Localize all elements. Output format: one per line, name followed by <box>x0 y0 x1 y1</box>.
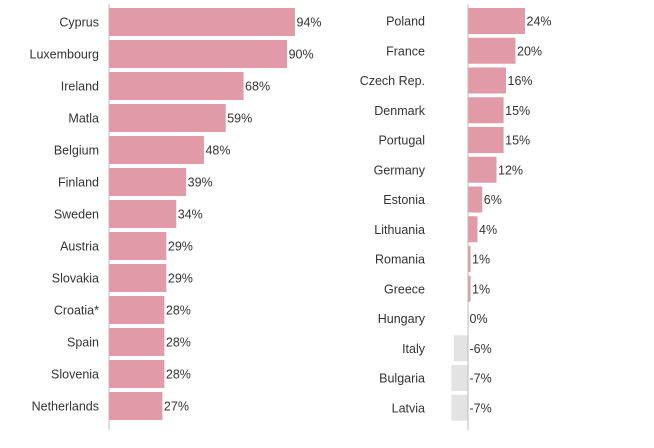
bar-slovakia <box>109 264 167 292</box>
category-label-italy: Italy <box>402 342 426 356</box>
category-label-estonia: Estonia <box>383 193 425 207</box>
bar-france <box>468 37 516 64</box>
category-label-croatia: Croatia* <box>54 304 99 318</box>
category-label-luxembourg: Luxembourg <box>30 48 100 62</box>
category-label-latvia: Latvia <box>392 401 425 415</box>
category-label-netherlands: Netherlands <box>32 400 99 414</box>
bar-cyprus <box>109 8 295 36</box>
bar-belgium <box>109 136 204 164</box>
category-label-greece: Greece <box>384 282 425 296</box>
bar-netherlands <box>109 392 163 420</box>
category-label-lithuania: Lithuania <box>374 223 425 237</box>
bar-estonia <box>468 186 483 213</box>
value-label-lithuania: 4% <box>479 223 497 237</box>
value-label-greece: 1% <box>472 282 490 296</box>
category-label-slovakia: Slovakia <box>52 272 99 286</box>
bar-bulgaria <box>451 365 468 391</box>
bar-czech-rep <box>468 67 506 94</box>
category-label-finland: Finland <box>58 176 99 190</box>
bar-greece <box>468 275 471 302</box>
category-label-poland: Poland <box>386 15 425 29</box>
category-label-cyprus: Cyprus <box>59 16 99 30</box>
left-bar-panel: Cyprus 94% Luxembourg 90% Ireland 68% Matla 59%… <box>30 4 322 430</box>
category-label-austria: Austria <box>60 240 99 254</box>
right-bar-panel: Poland 24% France 20% Czech Rep. 16% Denmark 15… <box>360 4 552 430</box>
bar-luxembourg <box>109 40 288 68</box>
value-label-czech-rep: 16% <box>508 74 533 88</box>
bar-finland <box>109 168 187 196</box>
bar-sweden <box>109 200 177 228</box>
value-label-latvia: -7% <box>470 401 492 415</box>
bar-poland <box>468 8 525 34</box>
value-label-finland: 39% <box>188 176 213 190</box>
bar-italy <box>453 335 468 362</box>
value-label-matla: 59% <box>227 112 252 126</box>
value-label-germany: 12% <box>498 163 523 177</box>
category-label-czech-rep: Czech Rep. <box>360 74 425 88</box>
bar-portugal <box>468 127 504 153</box>
value-label-slovakia: 29% <box>168 272 193 286</box>
category-label-spain: Spain <box>67 336 99 350</box>
category-label-ireland: Ireland <box>61 80 99 94</box>
value-label-belgium: 48% <box>205 144 230 158</box>
value-label-sweden: 34% <box>178 208 203 222</box>
category-label-denmark: Denmark <box>374 104 425 118</box>
category-label-slovenia: Slovenia <box>51 368 99 382</box>
category-label-belgium: Belgium <box>54 144 99 158</box>
value-label-spain: 28% <box>166 336 191 350</box>
value-label-netherlands: 27% <box>164 400 189 414</box>
value-label-italy: -6% <box>470 342 492 356</box>
value-label-cyprus: 94% <box>297 16 322 30</box>
value-label-ireland: 68% <box>245 80 270 94</box>
bar-denmark <box>468 97 504 124</box>
category-label-sweden: Sweden <box>54 208 99 222</box>
category-label-matla: Matla <box>68 112 99 126</box>
category-label-hungary: Hungary <box>378 312 426 326</box>
value-label-luxembourg: 90% <box>289 48 314 62</box>
bar-ireland <box>109 72 244 100</box>
value-label-poland: 24% <box>527 15 552 29</box>
value-label-portugal: 15% <box>505 134 530 148</box>
category-label-portugal: Portugal <box>378 134 425 148</box>
bar-matla <box>109 104 226 132</box>
bar-lithuania <box>468 216 478 243</box>
category-label-france: France <box>386 44 425 58</box>
value-label-estonia: 6% <box>484 193 502 207</box>
value-label-bulgaria: -7% <box>470 372 492 386</box>
category-label-germany: Germany <box>374 163 426 177</box>
bar-croatia <box>109 296 165 324</box>
category-label-bulgaria: Bulgaria <box>379 372 425 386</box>
value-label-denmark: 15% <box>505 104 530 118</box>
bar-slovenia <box>109 360 165 388</box>
value-label-croatia: 28% <box>166 304 191 318</box>
value-label-austria: 29% <box>168 240 193 254</box>
bar-austria <box>109 232 167 260</box>
value-label-slovenia: 28% <box>166 368 191 382</box>
bar-latvia <box>451 394 468 421</box>
bar-spain <box>109 328 165 356</box>
value-label-hungary: 0% <box>470 312 488 326</box>
value-label-france: 20% <box>517 44 542 58</box>
bar-romania <box>468 246 471 272</box>
category-label-romania: Romania <box>375 253 425 267</box>
value-label-romania: 1% <box>472 253 490 267</box>
bar-germany <box>468 156 497 183</box>
